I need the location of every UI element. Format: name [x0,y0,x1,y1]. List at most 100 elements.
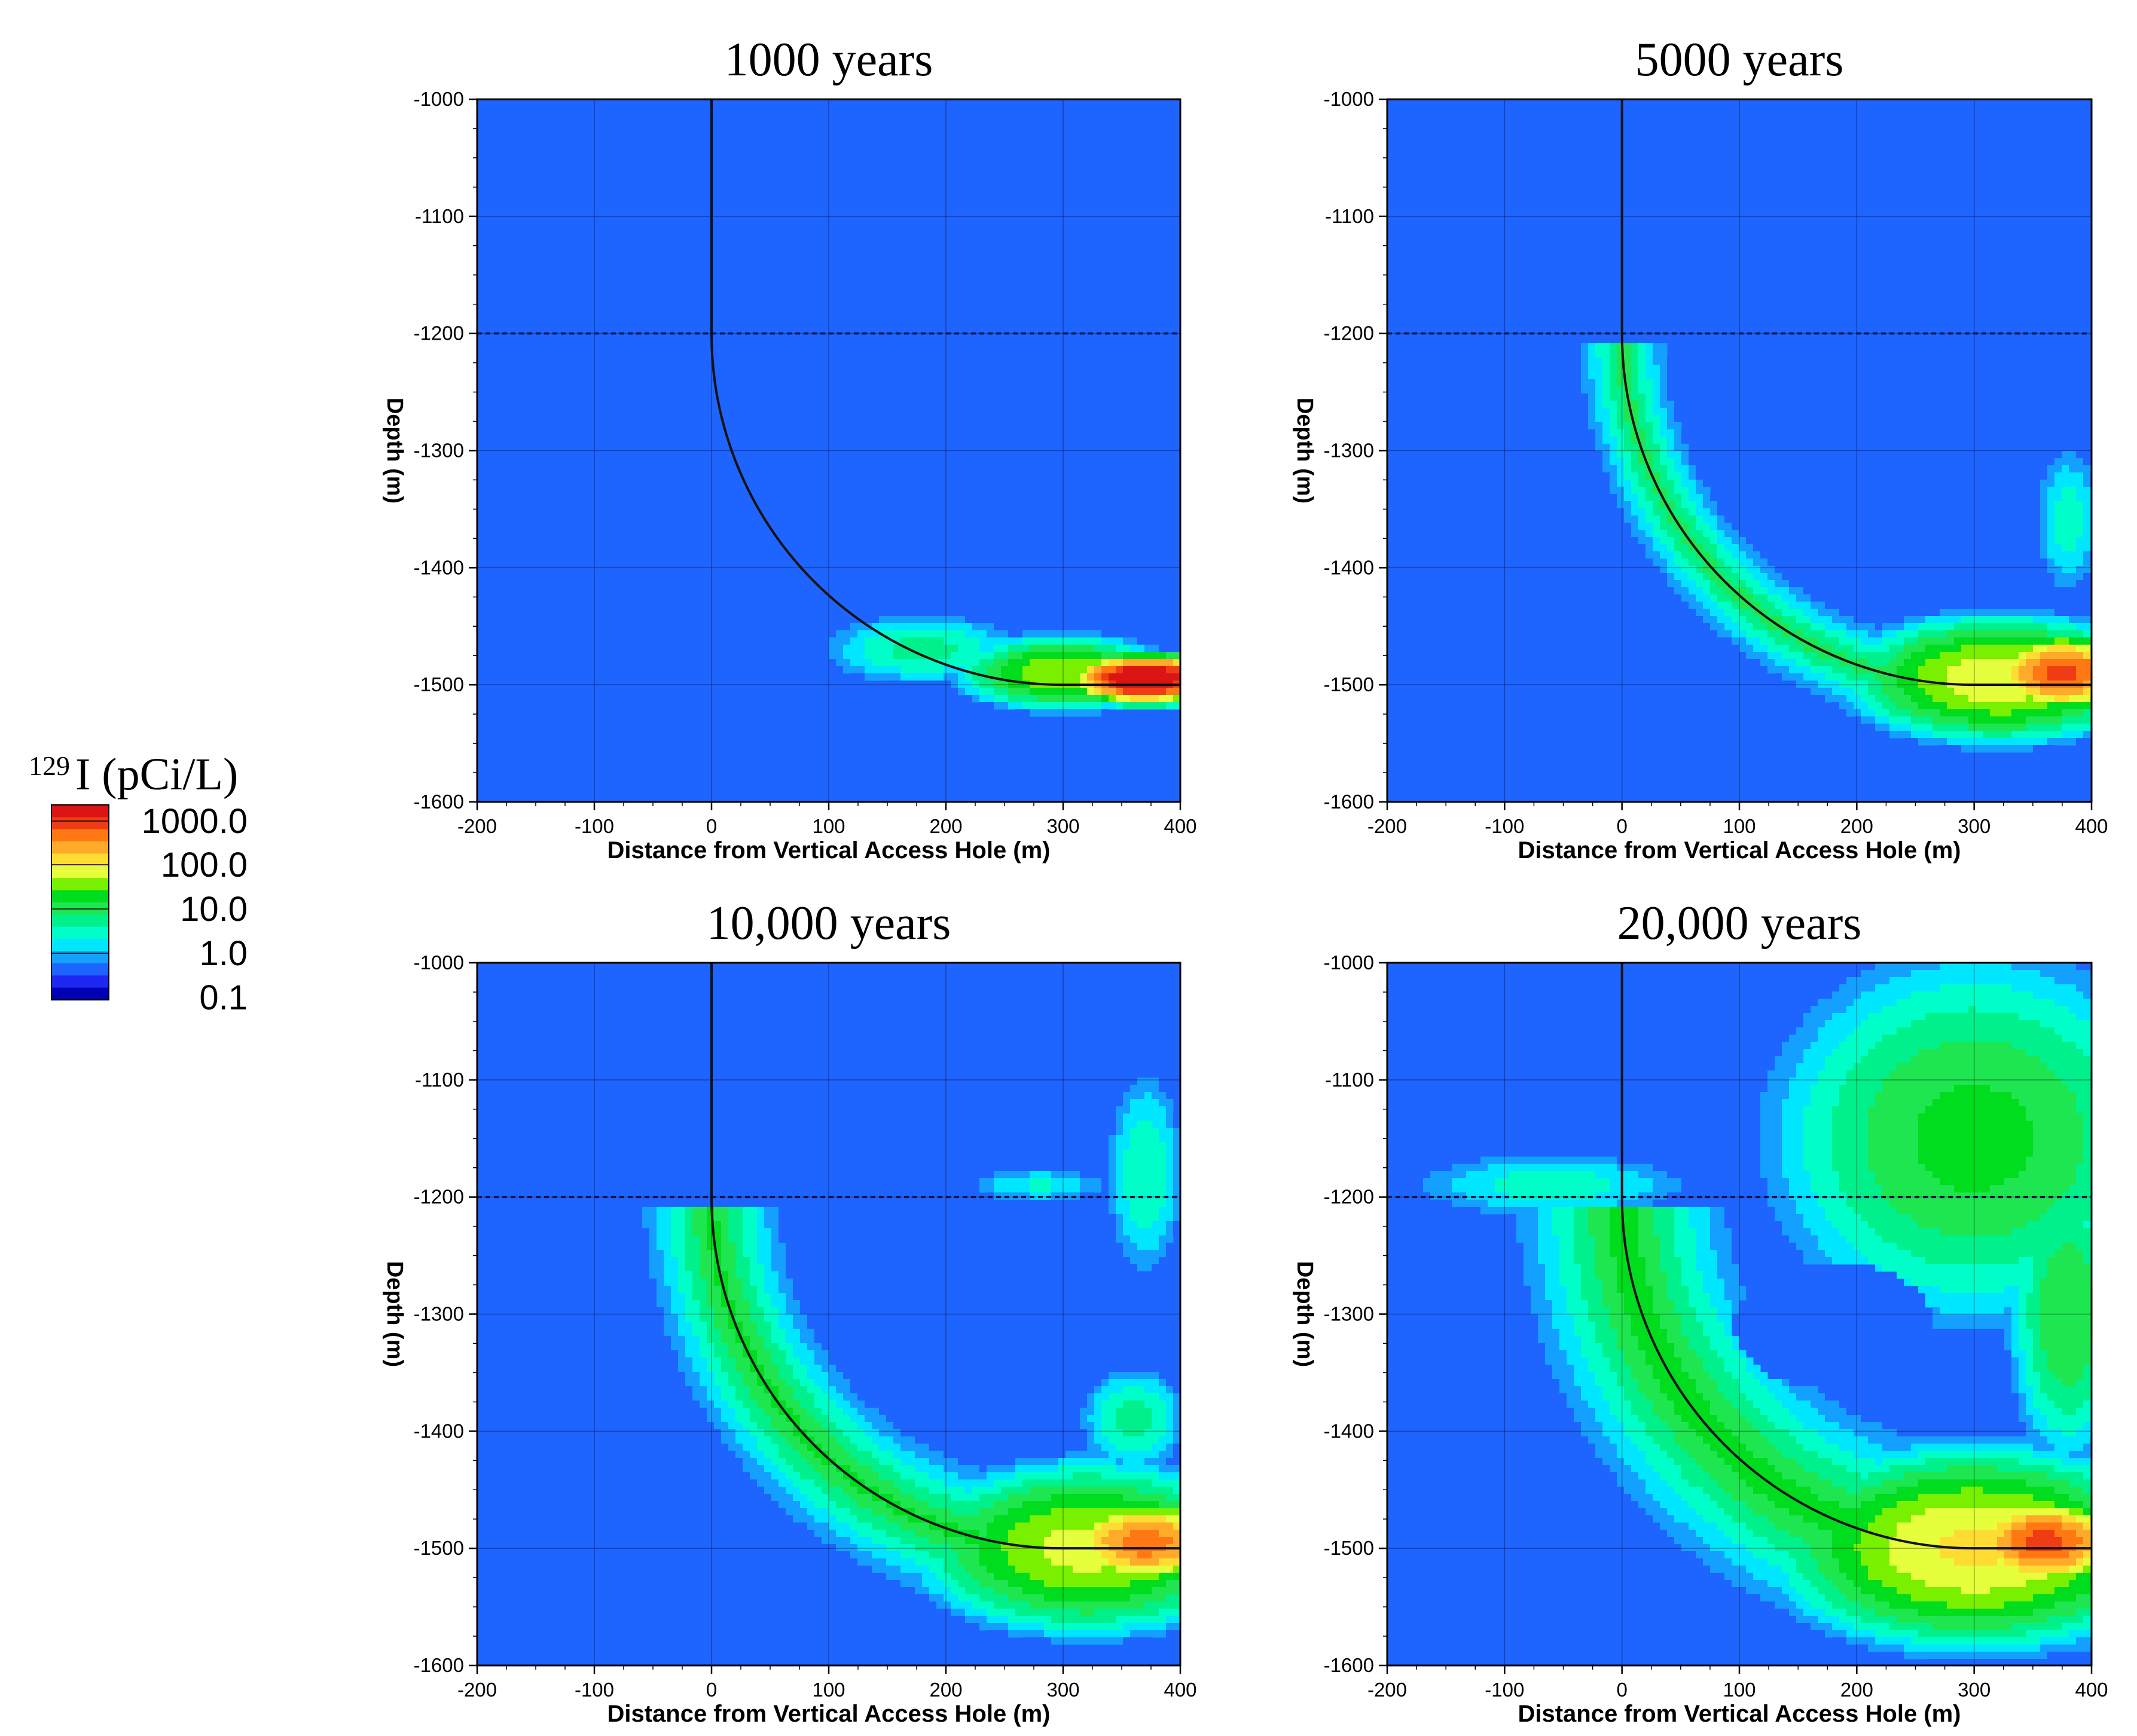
x-tick-label: 300 [1958,815,1991,837]
panel-title: 5000 years [1635,33,1844,86]
colorbar-swatch [51,975,109,988]
x-axis: -200 -100 0 100 200 300 400 [457,1665,1197,1701]
borehole-path [1620,99,2092,687]
colorbar-swatch [51,878,109,891]
x-tick-label: -100 [575,815,614,837]
x-tick-label: 100 [812,1679,845,1701]
colorbar-swatch [51,987,109,1000]
x-tick-label: 200 [1840,815,1873,837]
panel-10000-years: -200 -100 0 100 200 300 400-1000-1100-1200-130… [382,897,1197,1727]
y-tick-label: -1200 [414,322,464,344]
y-tick-label: -1000 [1324,88,1374,110]
x-tick-label: 100 [812,815,845,837]
colorbar-tick-label: 0.1 [199,978,248,1017]
colorbar-swatch [51,829,109,842]
x-tick-label: -200 [457,815,497,837]
colorbar-swatches [51,805,109,1000]
panel-20000-years: -200 -100 0 100 200 300 400-1000-1100-1200-130… [1292,897,2108,1727]
x-tick-label: -100 [1485,1679,1524,1701]
x-axis: -200 -100 0 100 200 300 400 [1367,802,2108,837]
x-tick-label: 300 [1046,815,1079,837]
x-tick-label: -200 [457,1679,497,1701]
y-axis-label: Depth (m) [382,398,407,504]
borehole-path [1620,963,2092,1550]
colorbar-frame [51,804,109,1000]
y-tick-label: -1400 [414,1420,464,1442]
x-tick-label: 200 [1840,1679,1873,1701]
y-tick-label: -1500 [1324,673,1374,695]
x-tick-label: 0 [1616,1679,1627,1701]
panel-1000-years: -200 -100 0 100 200 300 400-1000-1100-1200-130… [382,33,1197,864]
y-tick-label: -1000 [1324,951,1374,974]
y-tick-label: -1500 [414,1537,464,1559]
colorbar-tick-label: 1000.0 [142,802,248,841]
colorbar-swatch [51,926,109,939]
colorbar-swatch [51,817,109,830]
colorbar-swatch [51,963,109,976]
y-tick-label: -1600 [1324,791,1374,813]
y-tick-label: -1200 [414,1186,464,1208]
x-tick-label: 400 [1164,1679,1196,1701]
x-tick-label: 300 [1958,1679,1991,1701]
concentration-field [635,1070,1180,1645]
x-tick-label: 400 [2075,1679,2108,1701]
x-tick-label: 100 [1723,1679,1756,1701]
y-axis-label: Depth (m) [1292,398,1317,504]
y-tick-label: -1200 [1324,322,1374,344]
x-tick-label: -100 [1485,815,1524,837]
colorbar-swatch [51,914,109,928]
colorbar-swatch [51,841,109,855]
x-axis-label: Distance from Vertical Access Hole (m) [1518,837,1961,864]
x-tick-label: 200 [929,1679,962,1701]
colorbar-isotope-superscript: 129 [29,750,70,781]
y-tick-label: -1000 [414,88,464,110]
colorbar-swatch [51,865,109,878]
x-tick-label: 0 [706,815,717,837]
y-tick-label: -1400 [414,556,464,578]
colorbar-legend: 129 I (pCi/L) 1000.0 100.0 10.0 1.0 0.1 [29,749,248,1017]
panel-title: 1000 years [725,33,933,86]
x-tick-label: 300 [1046,1679,1079,1701]
x-tick-label: 200 [929,815,962,837]
y-tick-label: -1400 [1324,1420,1374,1442]
panel-title: 20,000 years [1617,897,1862,950]
y-tick-label: -1500 [1324,1537,1374,1559]
x-tick-label: -200 [1367,815,1407,837]
x-axis-label: Distance from Vertical Access Hole (m) [607,1701,1050,1727]
colorbar-swatch [51,951,109,964]
x-tick-label: 0 [1616,815,1627,837]
colorbar-swatch [51,939,109,952]
concentration-field [1574,343,2092,753]
y-tick-label: -1100 [1325,1069,1374,1091]
colorbar-swatch [51,853,109,867]
x-tick-label: 400 [1164,815,1196,837]
y-tick-label: -1600 [414,1654,464,1676]
y-axis: -1000 -1100 -1200 -1300 -1400 -1500 -1600 [1324,951,1387,1676]
y-tick-label: -1100 [415,1069,464,1091]
x-tick-label: -200 [1367,1679,1407,1701]
x-tick-label: 400 [2075,815,2108,837]
x-tick-label: -100 [575,1679,614,1701]
y-tick-label: -1300 [1324,440,1374,462]
x-axis-label: Distance from Vertical Access Hole (m) [1518,1701,1961,1727]
y-tick-label: -1600 [414,791,464,813]
y-axis-label: Depth (m) [1292,1261,1317,1367]
panel-title: 10,000 years [707,897,951,950]
colorbar-tick-label: 100.0 [161,846,248,884]
x-axis-label: Distance from Vertical Access Hole (m) [607,837,1050,864]
y-tick-label: -1100 [1325,205,1374,227]
x-axis: -200 -100 0 100 200 300 400 [1367,1665,2108,1701]
y-tick-label: -1000 [414,951,464,974]
y-axis: -1000 -1100 -1200 -1300 -1400 -1500 -1600 [414,951,477,1676]
y-tick-label: -1400 [1324,556,1374,578]
y-axis: -1000 -1100 -1200 -1300 -1400 -1500 -1600 [414,88,477,813]
colorbar-swatch [51,805,109,817]
y-tick-label: -1200 [1324,1186,1374,1208]
colorbar-tick-label: 10.0 [180,890,248,929]
x-tick-label: 0 [706,1679,717,1701]
borehole-path [710,99,1180,687]
y-tick-label: -1100 [415,205,464,227]
x-tick-label: 100 [1723,815,1756,837]
colorbar-swatch [51,890,109,903]
